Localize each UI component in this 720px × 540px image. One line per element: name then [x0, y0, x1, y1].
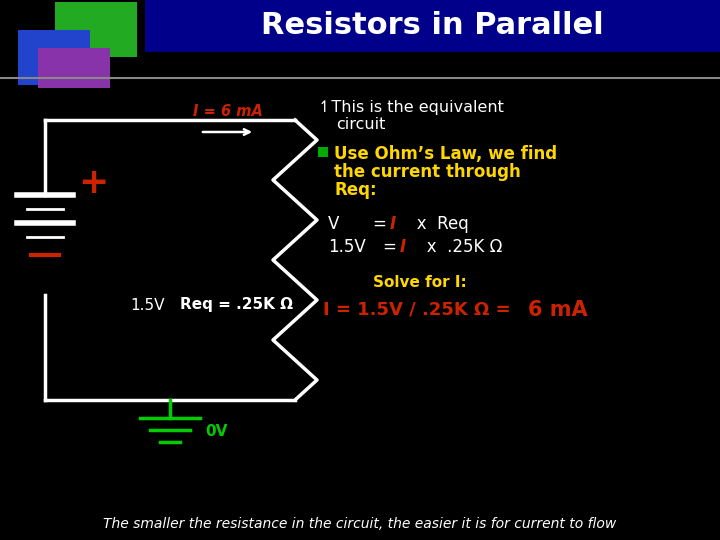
Text: Req = .25K Ω: Req = .25K Ω: [180, 298, 293, 313]
Text: Req:: Req:: [334, 181, 377, 199]
Text: I = 1.5V / .25K Ω =: I = 1.5V / .25K Ω =: [323, 300, 517, 318]
Text: +: +: [78, 166, 108, 200]
Text: I = 6 mA: I = 6 mA: [193, 105, 263, 119]
Text: Use Ohm’s Law, we find: Use Ohm’s Law, we find: [334, 145, 557, 163]
Text: 1.5V: 1.5V: [328, 238, 366, 256]
Text: 0V: 0V: [205, 424, 228, 440]
Text: 1.5V: 1.5V: [130, 298, 164, 313]
Text: Resistors in Parallel: Resistors in Parallel: [261, 11, 603, 40]
Text: x  Req: x Req: [401, 215, 469, 233]
Text: =: =: [383, 238, 402, 256]
Text: circuit: circuit: [336, 117, 385, 132]
Bar: [55, 2, 137, 57]
Text: I: I: [390, 215, 396, 233]
Text: 6 mA: 6 mA: [528, 300, 588, 320]
Text: The smaller the resistance in the circuit, the easier it is for current to flow: The smaller the resistance in the circui…: [104, 517, 616, 531]
Bar: [318, 147, 328, 157]
Text: x  .25K Ω: x .25K Ω: [411, 238, 503, 256]
Text: =: =: [373, 215, 392, 233]
Text: V: V: [328, 215, 339, 233]
Text: I: I: [400, 238, 406, 256]
Bar: [38, 48, 110, 88]
Text: the current through: the current through: [334, 163, 521, 181]
Bar: [145, 0, 720, 52]
Text: Solve for I:: Solve for I:: [373, 275, 467, 290]
Text: ↿This is the equivalent: ↿This is the equivalent: [318, 100, 504, 115]
Bar: [18, 30, 90, 85]
